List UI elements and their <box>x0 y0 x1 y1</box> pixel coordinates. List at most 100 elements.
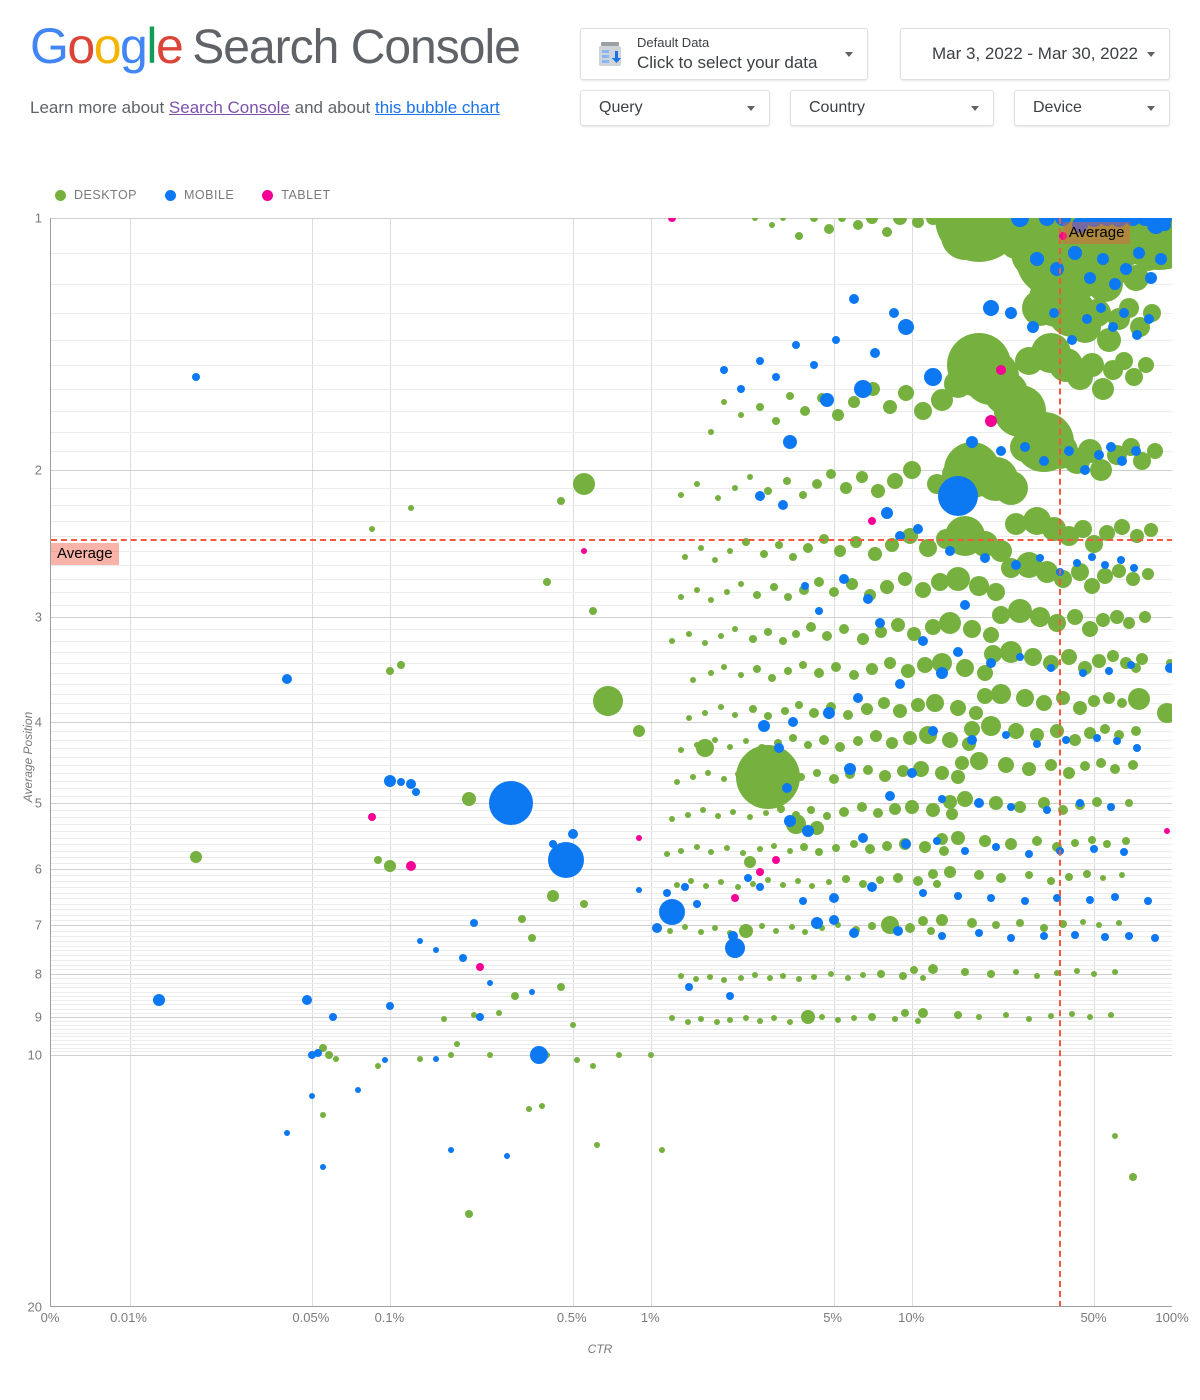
bubble-mobile[interactable] <box>1046 664 1055 673</box>
bubble-desktop[interactable] <box>792 629 801 638</box>
bubble-desktop[interactable] <box>707 973 714 980</box>
bubble-mobile[interactable] <box>979 553 990 564</box>
bubble-chart[interactable]: 1 2 3 4 5 6 7 8 9 10 20 Average Average 0% 0.01% 0.05… <box>0 150 1200 1400</box>
bubble-desktop[interactable] <box>1012 968 1019 975</box>
bubble-desktop[interactable] <box>677 594 684 601</box>
bubble-desktop[interactable] <box>453 1040 460 1047</box>
bubble-desktop[interactable] <box>812 768 821 777</box>
bubble-desktop[interactable] <box>867 1012 876 1021</box>
bubble-desktop[interactable] <box>708 670 715 677</box>
bubble-desktop[interactable] <box>877 697 890 710</box>
bubble-mobile[interactable] <box>1136 218 1153 226</box>
bubble-mobile[interactable] <box>1092 733 1101 742</box>
bubble-desktop[interactable] <box>931 572 950 591</box>
bubble-desktop[interactable] <box>902 730 917 745</box>
bubble-desktop[interactable] <box>408 504 415 511</box>
bubble-desktop[interactable] <box>694 586 701 593</box>
bubble-desktop[interactable] <box>684 811 691 818</box>
bubble-desktop[interactable] <box>803 543 814 554</box>
bubble-mobile[interactable] <box>1080 464 1091 475</box>
bubble-desktop[interactable] <box>1086 1013 1093 1020</box>
bubble-tablet[interactable] <box>771 856 780 865</box>
bubble-desktop[interactable] <box>1132 451 1151 470</box>
bubble-desktop[interactable] <box>417 1055 424 1062</box>
bubble-desktop[interactable] <box>1070 838 1079 847</box>
bubble-mobile[interactable] <box>831 336 840 345</box>
bubble-desktop[interactable] <box>694 481 701 488</box>
bubble-mobile[interactable] <box>1090 845 1099 854</box>
bubble-desktop[interactable] <box>682 924 689 931</box>
bubble-desktop[interactable] <box>720 664 727 671</box>
bubble-desktop[interactable] <box>1014 346 1043 375</box>
bubble-mobile[interactable] <box>815 607 824 616</box>
bubble-desktop[interactable] <box>756 1017 763 1024</box>
bubble-mobile[interactable] <box>822 706 835 719</box>
bubble-desktop[interactable] <box>832 409 845 422</box>
bubble-desktop[interactable] <box>1103 691 1116 704</box>
bubble-desktop[interactable] <box>939 612 962 635</box>
bubble-desktop[interactable] <box>859 879 868 888</box>
bubble-mobile[interactable] <box>1010 560 1021 571</box>
bubble-desktop[interactable] <box>912 876 923 887</box>
bubble-desktop[interactable] <box>723 845 730 852</box>
bubble-desktop[interactable] <box>835 1016 842 1023</box>
bubble-desktop[interactable] <box>856 802 867 813</box>
bubble-mobile[interactable] <box>852 693 863 704</box>
bubble-desktop[interactable] <box>744 855 757 868</box>
bubble-desktop[interactable] <box>397 660 406 669</box>
bubble-desktop[interactable] <box>318 1043 327 1052</box>
bubble-desktop[interactable] <box>951 769 966 784</box>
bubble-desktop[interactable] <box>865 218 878 224</box>
bubble-mobile[interactable] <box>693 899 702 908</box>
bubble-mobile[interactable] <box>986 894 995 903</box>
bubble-mobile[interactable] <box>866 882 877 893</box>
bubble-mobile[interactable] <box>307 1051 316 1060</box>
bubble-desktop[interactable] <box>1130 663 1141 674</box>
bubble-desktop[interactable] <box>882 399 897 414</box>
bubble-desktop[interactable] <box>873 808 884 819</box>
bubble-mobile[interactable] <box>1112 737 1121 746</box>
bubble-desktop[interactable] <box>852 736 863 747</box>
bubble-mobile[interactable] <box>828 893 839 904</box>
bubble-mobile[interactable] <box>927 725 938 736</box>
bubble-desktop[interactable] <box>808 707 819 718</box>
bubble-desktop[interactable] <box>798 660 807 669</box>
bubble-mobile[interactable] <box>417 937 424 944</box>
bubble-desktop[interactable] <box>386 667 395 676</box>
bubble-desktop[interactable] <box>849 670 860 681</box>
bubble-mobile[interactable] <box>1071 218 1088 234</box>
bubble-mobile[interactable] <box>381 1057 388 1064</box>
bubble-desktop[interactable] <box>968 705 983 720</box>
bubble-desktop[interactable] <box>518 915 527 924</box>
bubble-desktop[interactable] <box>835 922 842 929</box>
bubble-mobile[interactable] <box>308 1093 315 1100</box>
bubble-desktop[interactable] <box>737 581 744 588</box>
bubble-desktop[interactable] <box>190 851 203 863</box>
bubble-desktop[interactable] <box>1083 870 1092 879</box>
bubble-desktop[interactable] <box>785 391 794 400</box>
bubble-desktop[interactable] <box>925 218 940 225</box>
bubble-mobile[interactable] <box>798 897 807 906</box>
bubble-mobile[interactable] <box>778 499 789 510</box>
bubble-mobile[interactable] <box>809 361 818 370</box>
bubble-desktop[interactable] <box>668 1015 675 1022</box>
bubble-desktop[interactable] <box>374 856 383 865</box>
bubble-mobile[interactable] <box>828 915 839 926</box>
bubble-desktop[interactable] <box>919 975 926 982</box>
bubble-desktop[interactable] <box>766 975 773 982</box>
bubble-desktop[interactable] <box>1063 766 1076 779</box>
bubble-mobile[interactable] <box>1097 253 1110 266</box>
bubble-mobile[interactable] <box>1119 262 1132 275</box>
bubble-desktop[interactable] <box>1039 923 1048 932</box>
bubble-desktop[interactable] <box>717 704 724 711</box>
bubble-mobile[interactable] <box>1130 564 1139 573</box>
bubble-mobile[interactable] <box>685 983 694 992</box>
bubble-desktop[interactable] <box>714 494 721 501</box>
bubble-desktop[interactable] <box>828 587 839 598</box>
bubble-desktop[interactable] <box>879 580 894 595</box>
bubble-tablet[interactable] <box>984 415 997 428</box>
bubble-desktop[interactable] <box>702 882 709 889</box>
bubble-mobile[interactable] <box>869 348 880 359</box>
bubble-desktop[interactable] <box>1025 1015 1032 1022</box>
bubble-desktop[interactable] <box>889 802 902 815</box>
